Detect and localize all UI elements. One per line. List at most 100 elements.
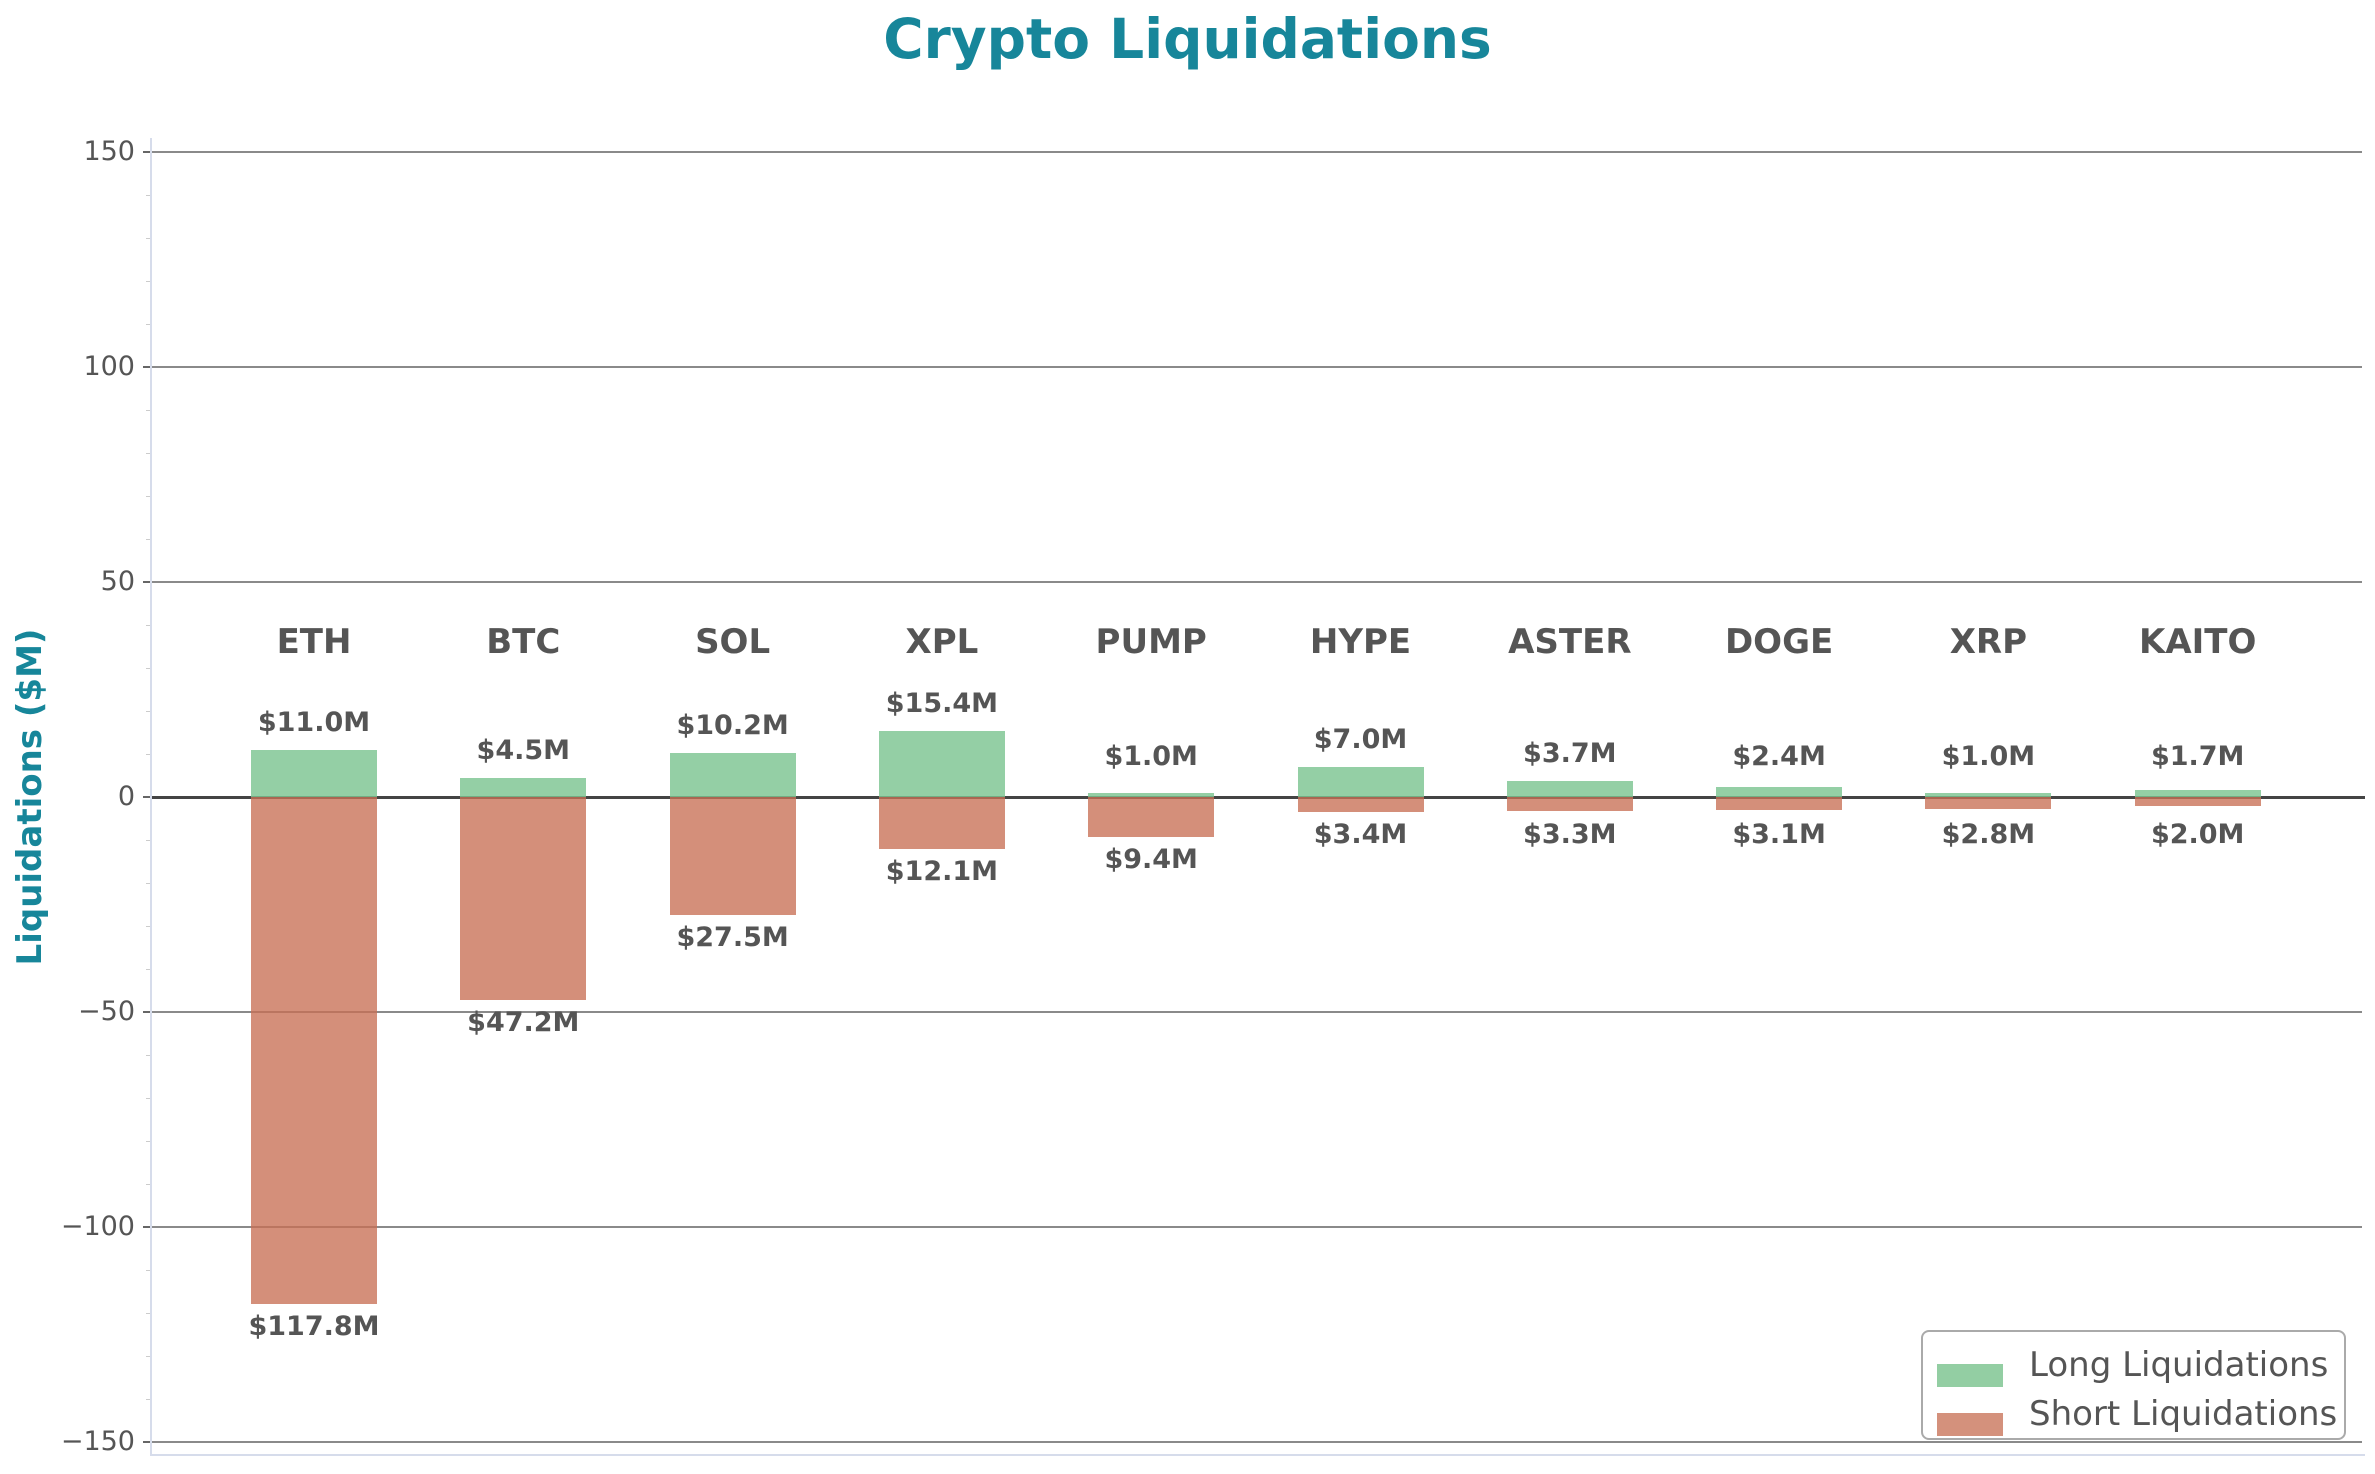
gridline bbox=[152, 1226, 2362, 1228]
minor-tick bbox=[146, 1141, 150, 1142]
y-tick bbox=[143, 1011, 150, 1013]
category-label: XPL bbox=[905, 622, 979, 662]
minor-tick bbox=[146, 1313, 150, 1314]
minor-tick bbox=[146, 625, 150, 626]
minor-tick bbox=[146, 969, 150, 970]
bar-short-pump bbox=[1088, 797, 1215, 838]
value-label-long: $2.4M bbox=[1732, 741, 1826, 773]
y-tick-label: −150 bbox=[60, 1426, 135, 1457]
category-label: DOGE bbox=[1724, 622, 1834, 662]
minor-tick bbox=[146, 1399, 150, 1400]
value-label-long: $4.5M bbox=[476, 734, 571, 766]
minor-tick bbox=[146, 410, 150, 411]
category-label: ETH bbox=[276, 622, 352, 662]
x-axis-spine bbox=[150, 1454, 2365, 1456]
bar-long-kaito bbox=[2134, 789, 2261, 797]
y-tick-label: −50 bbox=[78, 996, 135, 1027]
minor-tick bbox=[146, 324, 150, 325]
zero-line bbox=[152, 796, 2365, 799]
legend-swatch-long bbox=[1937, 1364, 2003, 1387]
y-tick-label: 0 bbox=[117, 781, 135, 812]
bar-long-eth bbox=[251, 749, 377, 797]
gridline bbox=[152, 581, 2362, 583]
minor-tick bbox=[146, 668, 150, 669]
minor-tick bbox=[146, 754, 150, 755]
category-label: KAITO bbox=[2138, 622, 2257, 662]
y-tick bbox=[143, 151, 150, 153]
y-tick bbox=[143, 796, 150, 798]
minor-tick bbox=[146, 1184, 150, 1185]
y-tick bbox=[143, 1441, 150, 1443]
bar-short-xpl bbox=[878, 797, 1005, 850]
bar-long-hype bbox=[1297, 766, 1424, 797]
minor-tick bbox=[146, 711, 150, 712]
bar-short-aster bbox=[1506, 797, 1633, 812]
minor-tick bbox=[146, 238, 150, 239]
category-label: PUMP bbox=[1095, 622, 1207, 662]
bar-short-sol bbox=[669, 797, 796, 916]
value-label-short: $2.0M bbox=[2150, 818, 2245, 850]
gridline bbox=[152, 366, 2362, 368]
value-label-short: $3.4M bbox=[1313, 818, 1408, 850]
minor-tick bbox=[146, 496, 150, 497]
value-label-long: $3.7M bbox=[1523, 738, 1617, 770]
value-label-short: $12.1M bbox=[885, 856, 999, 888]
category-label: BTC bbox=[486, 622, 561, 662]
minor-tick bbox=[146, 539, 150, 540]
value-label-long: $11.0M bbox=[257, 706, 371, 738]
minor-tick bbox=[146, 281, 150, 282]
bar-short-doge bbox=[1716, 797, 1843, 811]
minor-tick bbox=[146, 1055, 150, 1056]
chart-title: Crypto Liquidations bbox=[883, 7, 1492, 71]
y-tick bbox=[143, 1226, 150, 1228]
y-tick-label: 150 bbox=[83, 136, 135, 167]
y-tick-label: 50 bbox=[100, 566, 135, 597]
value-label-long: $1.0M bbox=[1941, 741, 2036, 773]
minor-tick bbox=[146, 1270, 150, 1271]
y-axis-spine bbox=[150, 138, 152, 1456]
value-label-short: $47.2M bbox=[467, 1006, 580, 1038]
value-label-long: $7.0M bbox=[1313, 723, 1408, 755]
value-label-long: $15.4M bbox=[885, 687, 999, 719]
category-label: ASTER bbox=[1508, 622, 1632, 662]
bar-short-hype bbox=[1297, 797, 1424, 812]
legend-label-long: Long Liquidations bbox=[2029, 1345, 2329, 1385]
bar-long-xpl bbox=[878, 730, 1005, 797]
gridline bbox=[152, 151, 2362, 153]
category-label: XRP bbox=[1949, 622, 2028, 662]
bar-short-btc bbox=[460, 797, 587, 1000]
minor-tick bbox=[146, 926, 150, 927]
y-tick-label: −100 bbox=[60, 1211, 135, 1242]
y-tick-label: 100 bbox=[83, 351, 135, 382]
bar-short-xrp bbox=[1925, 797, 2052, 810]
bar-long-xrp bbox=[1925, 792, 2052, 797]
y-tick bbox=[143, 581, 150, 583]
minor-tick bbox=[146, 195, 150, 196]
category-label: SOL bbox=[695, 622, 771, 662]
minor-tick bbox=[146, 840, 150, 841]
minor-tick bbox=[146, 453, 150, 454]
bar-long-btc bbox=[460, 777, 587, 797]
y-tick bbox=[143, 366, 150, 368]
value-label-short: $27.5M bbox=[676, 922, 789, 954]
bar-long-aster bbox=[1506, 781, 1633, 797]
bar-short-eth bbox=[251, 797, 377, 1304]
category-label: HYPE bbox=[1309, 622, 1412, 662]
value-label-long: $10.2M bbox=[676, 710, 789, 742]
value-label-short: $3.1M bbox=[1732, 818, 1826, 850]
bar-long-doge bbox=[1716, 786, 1843, 797]
legend-label-short: Short Liquidations bbox=[2029, 1394, 2338, 1434]
bar-long-sol bbox=[669, 753, 796, 797]
bar-long-pump bbox=[1088, 792, 1215, 797]
value-label-long: $1.0M bbox=[1104, 741, 1198, 773]
legend: Long Liquidations Short Liquidations bbox=[1921, 1330, 2346, 1440]
gridline bbox=[152, 1441, 2362, 1443]
minor-tick bbox=[146, 883, 150, 884]
value-label-short: $9.4M bbox=[1104, 844, 1198, 876]
minor-tick bbox=[146, 1098, 150, 1099]
value-label-short: $3.3M bbox=[1523, 818, 1617, 850]
minor-tick bbox=[146, 1356, 150, 1357]
value-label-long: $1.7M bbox=[2150, 741, 2245, 773]
value-label-short: $2.8M bbox=[1941, 818, 2036, 850]
bar-short-kaito bbox=[2134, 797, 2261, 806]
